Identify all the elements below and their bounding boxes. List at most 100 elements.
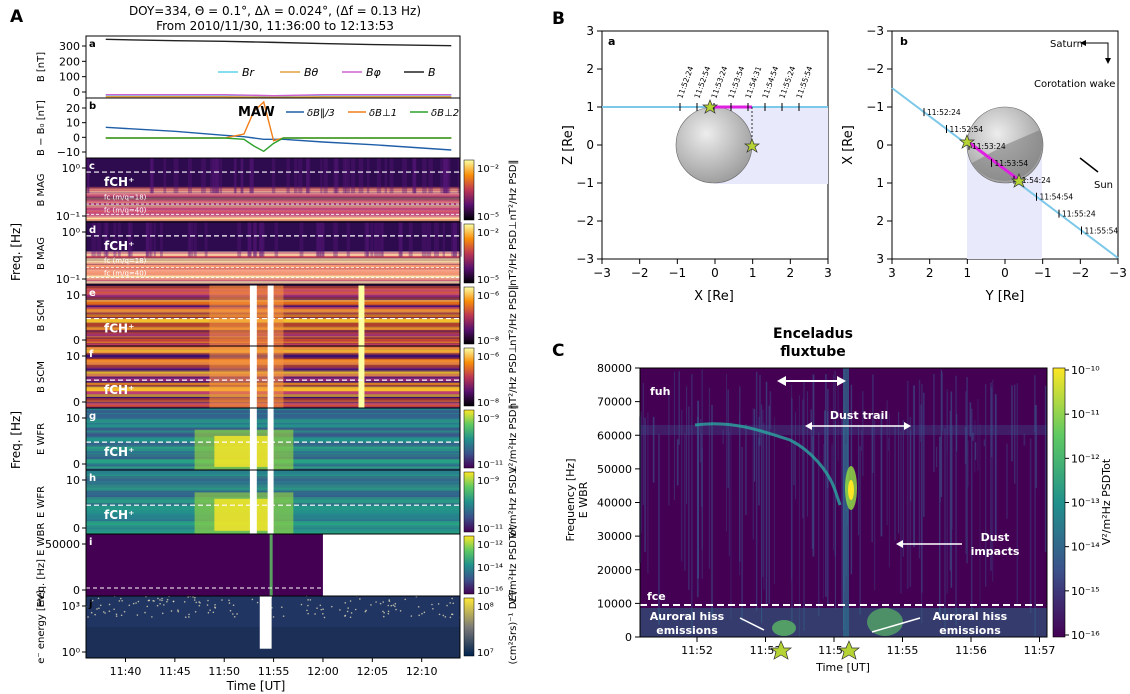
cbar-label: nT²/Hz PSD⊥ — [508, 345, 519, 410]
spectral-band — [86, 271, 460, 274]
panel-b-a-plot: 11:52:2411:52:5411:53:2411:53:5411:54:31… — [561, 24, 832, 304]
y-tick-label: 0 — [73, 86, 80, 99]
y-tick-label: −1 — [866, 100, 884, 114]
electron-count-dot — [153, 600, 155, 602]
spectral-column — [145, 222, 151, 257]
spectral-band — [86, 189, 460, 192]
y-tick-label: 0 — [586, 138, 594, 152]
spectral-column — [247, 222, 252, 257]
fc-label-18: fc (m/q=18) — [104, 257, 147, 265]
electron-count-dot — [349, 616, 352, 619]
star-icon — [1010, 173, 1028, 188]
panel-a-freq-label-2: Freq. [Hz] — [9, 411, 23, 469]
spectral-band — [86, 188, 460, 192]
row-colorbar — [463, 471, 475, 533]
saturn-arrow-icon — [1084, 42, 1109, 60]
spectral-column — [87, 158, 90, 194]
panel-a-row-g: fCH⁺ g 10 0 E WFR 10⁻⁹ 10⁻¹¹ V²/m²Hz PSD‖ — [36, 405, 519, 474]
panel-b-b-letter: b — [900, 35, 908, 48]
cbar-tick-label: 10⁻¹¹ — [477, 460, 503, 471]
electron-count-dot — [431, 603, 433, 606]
electron-count-dot — [251, 598, 254, 601]
cbar-tick-label: 10⁻⁹ — [477, 476, 499, 487]
y-tick-label: 3 — [586, 24, 594, 38]
spectral-band — [86, 270, 460, 274]
electron-count-dot — [307, 599, 309, 601]
fc-label-40: fc (m/q=40) — [104, 206, 147, 214]
row-colorbar — [463, 347, 475, 407]
y-tick-label: 0 — [73, 131, 80, 144]
electron-count-dot — [194, 596, 196, 599]
row-colorbar — [463, 223, 475, 284]
spectral-core — [214, 435, 274, 467]
data-gap — [267, 346, 274, 408]
arrow-right-icon — [904, 422, 911, 430]
cbar-tick-label: 10⁻⁶ — [477, 291, 499, 302]
spectral-column — [364, 222, 370, 257]
row-no-data — [322, 534, 460, 596]
panel-b-a-letter: a — [608, 35, 615, 48]
electron-count-dot — [282, 615, 285, 617]
x-tick-label: −2 — [631, 266, 649, 280]
electron-count-dot — [418, 614, 421, 617]
panel-b-b-plot: 11:52:24 11:52:54 11:53:24 11:53:54 11:54:24… — [841, 24, 1127, 304]
panel-c-xlabel: Time [UT] — [815, 661, 870, 674]
electron-count-dot — [214, 607, 217, 609]
y-tick-label: 10 — [66, 474, 80, 487]
spectral-band — [86, 280, 460, 283]
panel-b-a-axes: −3 −2 −1 0 1 2 3 3 2 1 0 −1 −2 −3 — [576, 24, 832, 280]
panel-b-a-xlabel: X [Re] — [694, 289, 734, 304]
spectral-column — [113, 222, 117, 257]
spectral-column — [259, 222, 265, 257]
electron-count-dot — [370, 604, 372, 606]
hiss-right-arrow — [871, 617, 921, 633]
star-icon — [743, 138, 761, 153]
time-tick-label: 11:54:54 — [1040, 193, 1074, 202]
spectral-column — [204, 222, 208, 257]
spectral-column — [189, 222, 193, 257]
y-tick-label: 10 — [66, 350, 80, 363]
electron-count-dot — [280, 606, 283, 609]
x-tick-label: 11:54 — [818, 644, 850, 657]
electron-count-dot — [320, 608, 323, 611]
x-tick-label: 12:00 — [307, 665, 339, 678]
electron-count-dot — [307, 612, 309, 615]
spectral-column — [150, 158, 154, 194]
time-tick-label: 11:52:24 — [927, 108, 961, 117]
panel-a-header-1: DOY=334, Θ = 0.1°, Δλ = 0.024°, (Δf = 0.… — [129, 4, 421, 18]
y-tick-label: −2 — [576, 214, 594, 228]
dust-trail-label: Dust trail — [830, 409, 888, 422]
spectral-column — [163, 158, 167, 194]
arrow-left-icon — [1080, 40, 1086, 46]
electron-count-dot — [359, 598, 361, 600]
maw-label: MAW — [238, 105, 275, 120]
spectral-column — [334, 158, 339, 194]
time-tick-label: 11:53:54 — [995, 159, 1029, 168]
row-bg — [86, 98, 460, 158]
saturn-label: Saturn — [1050, 39, 1083, 50]
time-tick-label: 11:55:54 — [1085, 227, 1119, 236]
y-tick-label: 70000 — [597, 396, 632, 409]
panel-a-xlabel: Time [UT] — [226, 679, 286, 693]
spectral-column — [445, 158, 451, 194]
electron-count-dot — [451, 597, 453, 600]
spectral-column — [117, 222, 121, 257]
panel-c-spectrogram: fuh fce Dust trail Dust impacts Auroral … — [639, 367, 1048, 638]
spectral-column — [399, 222, 403, 257]
legend-label: Bθ — [304, 66, 319, 79]
electron-count-dot — [206, 604, 209, 606]
spectral-column — [433, 222, 439, 257]
spectral-column — [422, 158, 427, 194]
electron-count-dot — [354, 608, 357, 611]
x-tick-label: 0 — [711, 266, 719, 280]
y-tick-label: 0 — [73, 522, 80, 535]
cbar-tick-label: 10⁷ — [477, 648, 494, 659]
electron-count-dot — [399, 610, 402, 612]
electron-count-dot — [177, 609, 179, 612]
electron-count-dot — [382, 615, 385, 618]
cbar-tick-label: 10⁻¹⁶ — [1071, 629, 1100, 642]
spectral-column — [414, 158, 417, 194]
y-tick-label: −3 — [576, 252, 594, 266]
spectral-column — [105, 222, 109, 257]
electron-count-dot — [144, 611, 146, 614]
